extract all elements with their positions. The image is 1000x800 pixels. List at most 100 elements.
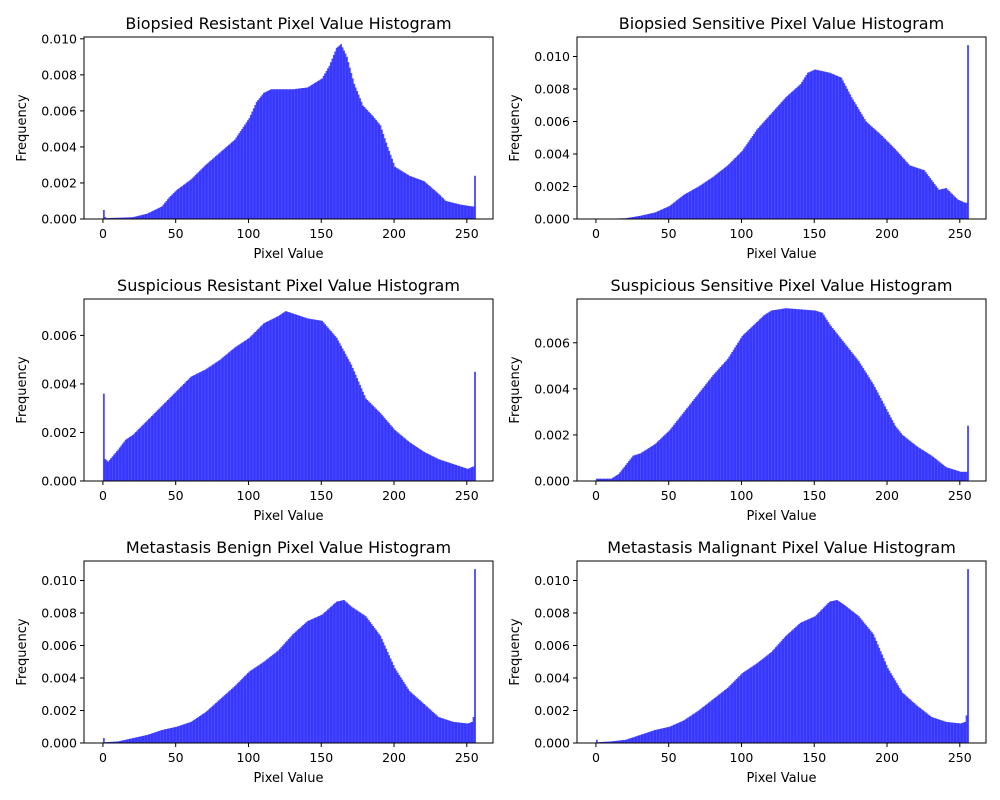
histogram-bar (351, 607, 354, 743)
histogram-bar (379, 413, 382, 481)
histogram-bar (760, 124, 763, 219)
histogram-bar (334, 602, 337, 743)
histogram-bar (126, 217, 129, 219)
histogram-bar (793, 308, 796, 481)
x-tick-label: 100 (730, 750, 754, 765)
x-axis-label: Pixel Value (254, 771, 324, 786)
histogram-bar (753, 324, 755, 481)
histogram-bar (459, 722, 462, 743)
histogram-bar (197, 717, 200, 743)
histogram-bar (627, 217, 630, 219)
histogram-bar (754, 131, 757, 219)
histogram-bar (280, 89, 283, 219)
histogram-bar (228, 144, 230, 219)
histogram-bar (258, 98, 261, 219)
histogram-bar (658, 439, 661, 481)
histogram-bar (657, 729, 659, 743)
histogram-bar (798, 624, 801, 743)
histogram-bar (799, 622, 802, 743)
histogram-bar (831, 328, 834, 481)
histogram-bar (681, 195, 684, 219)
histogram-bar (113, 217, 115, 219)
histogram-bar (792, 90, 795, 220)
histogram-bar (613, 741, 616, 743)
histogram-bar (357, 94, 360, 219)
x-tick-label: 0 (592, 488, 600, 503)
histogram-bar (665, 433, 668, 481)
histogram-bar (459, 204, 462, 219)
histogram-bar (689, 404, 691, 481)
histogram-bar (857, 361, 860, 481)
x-tick-label: 0 (99, 750, 107, 765)
histogram-bar (828, 601, 831, 743)
histogram-bar (460, 722, 463, 743)
histogram-bar (182, 724, 185, 743)
histogram-bar (118, 217, 121, 219)
histogram-bar (965, 202, 968, 219)
histogram-bar (159, 207, 162, 219)
histogram-bar (825, 72, 828, 219)
histogram-bar (655, 729, 658, 743)
histogram-bar (239, 680, 242, 743)
y-axis-label: Frequency (15, 618, 30, 685)
histogram-bar (788, 308, 790, 481)
histogram-bar (933, 183, 936, 219)
histogram-bar (401, 436, 404, 481)
histogram-bar (724, 690, 726, 743)
histogram-bar (156, 410, 159, 481)
histogram-bar (225, 147, 228, 219)
histogram-bar (702, 707, 705, 743)
histogram-bar (442, 198, 444, 219)
histogram-bar (238, 344, 241, 481)
histogram-bar (468, 722, 471, 743)
histogram-bar (449, 463, 452, 481)
histogram-bar (433, 189, 436, 219)
histogram-bar (830, 73, 833, 219)
histogram-bar (108, 741, 111, 743)
histogram-bar (635, 454, 638, 481)
histogram-bar (233, 347, 236, 481)
histogram-bar (164, 202, 166, 219)
histogram-bar (418, 700, 421, 743)
histogram-bar (721, 169, 723, 219)
x-tick-label: 250 (948, 488, 972, 503)
histogram-bar (280, 314, 283, 481)
histogram-bar (335, 47, 338, 220)
histogram-bar (300, 316, 303, 481)
histogram-bar (428, 454, 431, 481)
histogram-bar (206, 163, 209, 219)
histogram-bar (916, 167, 918, 219)
histogram-bar (905, 696, 908, 743)
histogram-bar (670, 204, 673, 219)
histogram-bar (296, 88, 299, 219)
histogram-bar (719, 693, 722, 743)
x-axis-ticks: 0 50 100 150 200 250 (592, 219, 972, 241)
histogram-bar (315, 319, 318, 481)
histogram-bar (859, 111, 862, 219)
histogram-bar (102, 738, 105, 744)
histogram-bar (629, 738, 632, 743)
histogram-bar (715, 371, 718, 481)
histogram-bar (193, 176, 196, 219)
histogram-bar (306, 318, 309, 481)
y-tick-label: 0.006 (41, 638, 77, 653)
histogram-bar (335, 337, 338, 481)
histogram-bar (881, 654, 884, 743)
histogram-bar (417, 698, 420, 743)
histogram-bar (705, 704, 707, 743)
histogram-bar (431, 188, 434, 219)
histogram-bar (206, 710, 209, 743)
histogram-bar (881, 135, 884, 219)
histogram-bar (782, 639, 785, 743)
histogram-bar (338, 600, 341, 743)
histogram-bar (146, 213, 149, 219)
histogram-bar (375, 629, 377, 743)
histogram-bar (382, 133, 385, 219)
histogram-bar (462, 723, 465, 743)
x-tick-label: 150 (309, 488, 333, 503)
histogram-bar (868, 628, 870, 743)
histogram-bar (340, 345, 343, 481)
histogram-bar (949, 722, 952, 743)
histogram-bar (732, 349, 735, 481)
histogram-bar (188, 180, 191, 219)
